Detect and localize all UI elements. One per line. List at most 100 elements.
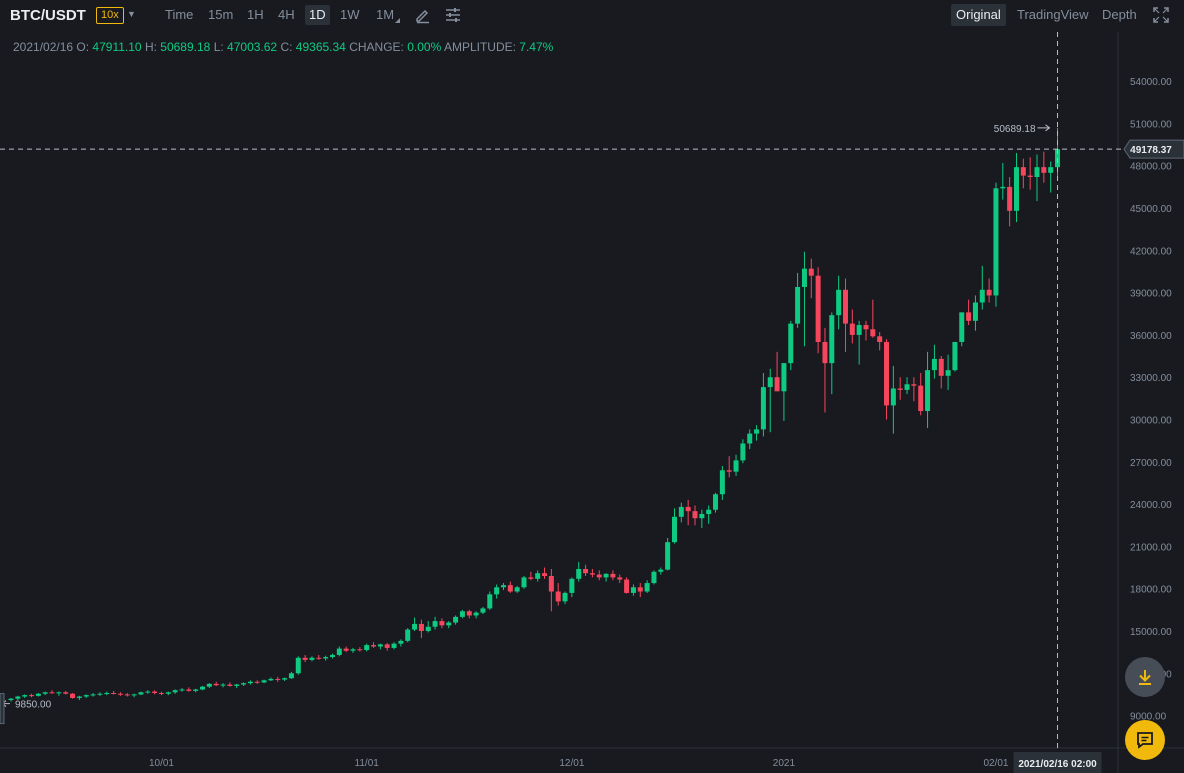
leverage-badge[interactable]: 10x (96, 7, 124, 24)
y-tick-label: 21000.00 (1130, 542, 1172, 553)
candle-up (569, 578, 575, 593)
candle-up (733, 460, 739, 472)
candle-up (856, 325, 862, 335)
y-tick-label: 36000.00 (1130, 331, 1172, 342)
candle-down (213, 683, 219, 686)
candle-down (692, 511, 698, 519)
candle-up (323, 657, 329, 659)
settings-sliders-icon[interactable] (444, 6, 462, 24)
candle-down (371, 645, 377, 647)
candle-down (624, 579, 630, 593)
candle-down (774, 377, 780, 392)
timeframe-time[interactable]: Time (165, 7, 194, 22)
candle-down (111, 693, 117, 695)
candle-up (391, 643, 397, 648)
y-tick-label: 15000.00 (1130, 627, 1172, 638)
candle-down (227, 684, 233, 686)
candle-up (1048, 167, 1054, 173)
candle-up (377, 644, 383, 647)
candle-down (726, 470, 732, 472)
timeframe-1m[interactable]: 1M (376, 7, 395, 22)
candle-down (63, 692, 69, 694)
view-original-tab[interactable]: Original (951, 4, 1006, 26)
candle-down (29, 695, 35, 697)
candle-up (494, 587, 500, 595)
y-tick-label: 18000.00 (1130, 585, 1172, 596)
candle-up (446, 622, 452, 626)
candle-up (412, 623, 418, 630)
x-tick-label: 11/01 (355, 758, 380, 769)
y-tick-label: 45000.00 (1130, 204, 1172, 215)
candle-down (70, 693, 76, 698)
symbol-label[interactable]: BTC/USDT (10, 7, 86, 24)
chevron-down-icon[interactable]: ▼ (127, 9, 136, 19)
view-depth-tab[interactable]: Depth (1102, 7, 1137, 22)
y-tick-label: 51000.00 (1130, 119, 1172, 130)
y-tick-label: 54000.00 (1130, 77, 1172, 88)
timeframe-1h[interactable]: 1H (247, 7, 264, 22)
candle-up (979, 289, 985, 303)
draw-pencil-icon[interactable] (414, 6, 432, 24)
candle-up (83, 695, 89, 697)
candle-down (152, 691, 158, 694)
candle-up (350, 649, 356, 651)
candle-up (104, 693, 110, 695)
candle-up (8, 698, 14, 701)
candle-down (254, 681, 260, 683)
candle-down (528, 577, 534, 579)
timeframe-1w[interactable]: 1W (340, 7, 360, 22)
candle-up (220, 684, 226, 686)
scroll-to-latest-button[interactable] (1125, 657, 1165, 697)
chat-icon (1137, 732, 1153, 749)
candle-up (206, 683, 212, 687)
candle-up (890, 388, 896, 406)
y-tick-label: 39000.00 (1130, 289, 1172, 300)
candle-up (473, 612, 479, 616)
x-tick-label: 12/01 (559, 758, 584, 769)
candle-up (952, 341, 958, 371)
candle-down (1027, 175, 1033, 178)
candle-down (316, 657, 322, 659)
candle-up (754, 429, 760, 434)
candle-down (357, 649, 363, 651)
candle-down (610, 573, 616, 578)
candle-up (35, 693, 41, 696)
candle-up (535, 573, 541, 579)
candle-down (589, 573, 595, 575)
timeframe-15m[interactable]: 15m (208, 7, 234, 22)
candle-down (343, 648, 349, 651)
y-tick-label: 24000.00 (1130, 500, 1172, 511)
chat-support-button[interactable] (1125, 720, 1165, 760)
candle-down (124, 694, 130, 696)
x-tick-label: 10/01 (149, 758, 174, 769)
scroll-handle (0, 693, 5, 725)
fullscreen-icon[interactable] (1152, 6, 1170, 24)
y-tick-label: 48000.00 (1130, 162, 1172, 173)
candle-down (808, 268, 814, 276)
candle-up (788, 323, 794, 364)
candle-up (521, 577, 527, 588)
timeframe-4h[interactable]: 4H (278, 7, 295, 22)
candle-down (1007, 186, 1013, 211)
candle-down (1041, 167, 1047, 173)
candle-up (268, 678, 274, 681)
candle-up (562, 592, 568, 602)
candle-up (740, 443, 746, 461)
candle-up (234, 684, 240, 686)
open-value: 47911.10 (92, 40, 142, 54)
candle-up (329, 654, 335, 658)
candle-down (986, 289, 992, 296)
min-price-label: 9850.00 (15, 700, 52, 711)
candle-up (241, 683, 247, 685)
candle-up (76, 696, 82, 698)
y-tick-label: 30000.00 (1130, 416, 1172, 427)
open-label: O: (76, 40, 90, 54)
view-tradingview-tab[interactable]: TradingView (1017, 7, 1089, 22)
candle-down (815, 275, 821, 342)
candle-up (795, 286, 801, 324)
close-label: C: (280, 40, 293, 54)
timeframe-1d[interactable]: 1D (305, 5, 330, 25)
candle-up (336, 648, 342, 655)
candle-up (138, 692, 144, 695)
